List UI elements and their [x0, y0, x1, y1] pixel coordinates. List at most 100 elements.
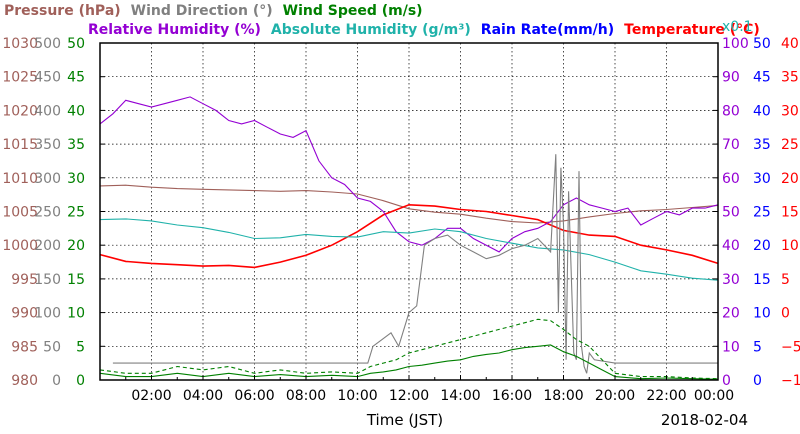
multiplier-label: x0.1 [722, 19, 753, 35]
tick-label: 200 [34, 238, 61, 254]
tick-label: 10 [781, 238, 799, 254]
tick-label: 50 [722, 205, 740, 221]
tick-label: 60 [722, 171, 740, 187]
tick-label: 15 [67, 272, 85, 288]
x-tick-label: 14:00 [440, 388, 480, 404]
x-tick-label: 18:00 [543, 388, 583, 404]
tick-label: −5 [781, 339, 800, 355]
tick-label: 25 [781, 137, 799, 153]
tick-label: 5 [781, 272, 790, 288]
gridlines [100, 43, 718, 380]
tick-label: 1000 [2, 238, 38, 254]
x-tick-label: 00:00 [694, 388, 734, 404]
series-relative-humidity [99, 96, 719, 253]
tick-label: 40 [781, 36, 799, 52]
tick-label: 0 [753, 373, 762, 389]
tick-label: 35 [753, 137, 771, 153]
series-wind-speed [99, 344, 719, 380]
legend: Pressure (hPa) Wind Direction (°) Wind Spe… [4, 3, 760, 38]
legend-relative-humidity: Relative Humidity (%) [88, 22, 261, 38]
tick-label: 980 [11, 373, 38, 389]
tick-label: 45 [753, 70, 771, 86]
tick-label: 5 [76, 339, 85, 355]
tick-label: 30 [67, 171, 85, 187]
tick-label: 500 [34, 36, 61, 52]
tick-label: 80 [722, 103, 740, 119]
tick-label: 15 [781, 205, 799, 221]
tick-label: 45 [67, 70, 85, 86]
tick-label: 100 [722, 36, 749, 52]
tick-label: 990 [11, 306, 38, 322]
tick-label: 0 [781, 306, 790, 322]
x-tick-label: 12:00 [389, 388, 429, 404]
axes-layer: 9809859909951000100510101015102010251030… [2, 36, 800, 389]
axis-rain-rate: 0 5 10 15 20 25 30 35 40 45 50 [753, 36, 771, 389]
tick-label: 25 [753, 205, 771, 221]
tick-label: 300 [34, 171, 61, 187]
x-tick-label: 20:00 [595, 388, 635, 404]
tick-label: 50 [43, 339, 61, 355]
legend-absolute-humidity: Absolute Humidity (g/m³) [271, 22, 471, 38]
tick-label: 20 [753, 238, 771, 254]
tick-label: 1005 [2, 205, 38, 221]
series-pressure [99, 184, 719, 224]
legend-wind-speed: Wind Speed (m/s) [283, 3, 423, 19]
axis-temperature: −10 −5 0 5 10 15 20 25 30 35 40 [781, 36, 800, 389]
tick-label: 30 [753, 171, 771, 187]
tick-label: 25 [67, 205, 85, 221]
legend-wind-direction: Wind Direction (°) [131, 3, 273, 19]
tick-label: 90 [722, 70, 740, 86]
tick-label: 30 [722, 272, 740, 288]
tick-label: 50 [67, 36, 85, 52]
series-wind-direction [112, 154, 718, 374]
legend-rain-rate: Rain Rate(mm/h) [481, 22, 614, 38]
tick-label: 0 [76, 373, 85, 389]
tick-label: 35 [781, 70, 799, 86]
legend-temperature: Temperature (°C) [624, 22, 760, 38]
tick-label: 1020 [2, 103, 38, 119]
date-label: 2018-02-04 [661, 411, 748, 429]
tick-label: 40 [722, 238, 740, 254]
legend-pressure: Pressure (hPa) [4, 3, 121, 19]
tick-label: 350 [34, 137, 61, 153]
tick-label: 1010 [2, 171, 38, 187]
tick-label: 40 [753, 103, 771, 119]
tick-label: 30 [781, 103, 799, 119]
x-axis-title: Time (JST) [366, 411, 443, 429]
x-tick-label: 10:00 [337, 388, 377, 404]
axis-relative-humidity: 0 10 20 30 40 50 60 70 80 90 100 [722, 36, 749, 389]
tick-label: 150 [34, 272, 61, 288]
tick-label: 20 [67, 238, 85, 254]
tick-label: 50 [753, 36, 771, 52]
tick-label: 1025 [2, 70, 38, 86]
tick-label: 1030 [2, 36, 38, 52]
tick-label: 1015 [2, 137, 38, 153]
tick-label: 10 [753, 306, 771, 322]
tick-label: 70 [722, 137, 740, 153]
x-tick-label: 08:00 [286, 388, 326, 404]
tick-label: 20 [781, 171, 799, 187]
series-absolute-humidity [99, 218, 719, 281]
x-tick-label: 22:00 [646, 388, 686, 404]
tick-label: 450 [34, 70, 61, 86]
tick-label: 0 [52, 373, 61, 389]
axis-wind-direction: 0 50 100 150 200 250 300 350 400 450 500 [34, 36, 61, 389]
x-axis: 02:00 04:00 06:00 08:00 10:00 12:00 14:00 16:00… [125, 375, 734, 404]
tick-label: 400 [34, 103, 61, 119]
tick-label: 10 [67, 306, 85, 322]
tick-label: 995 [11, 272, 38, 288]
x-tick-label: 06:00 [234, 388, 274, 404]
tick-label: 100 [34, 306, 61, 322]
x-tick-label: 02:00 [131, 388, 171, 404]
axis-wind-speed: 0 5 10 15 20 25 30 35 40 45 50 [67, 36, 85, 389]
tick-label: 250 [34, 205, 61, 221]
tick-label: 35 [67, 137, 85, 153]
x-tick-label: 04:00 [183, 388, 223, 404]
tick-label: −10 [781, 373, 800, 389]
tick-label: 40 [67, 103, 85, 119]
tick-label: 5 [753, 339, 762, 355]
tick-label: 10 [722, 339, 740, 355]
series-temperature [99, 203, 719, 269]
tick-label: 0 [722, 373, 731, 389]
